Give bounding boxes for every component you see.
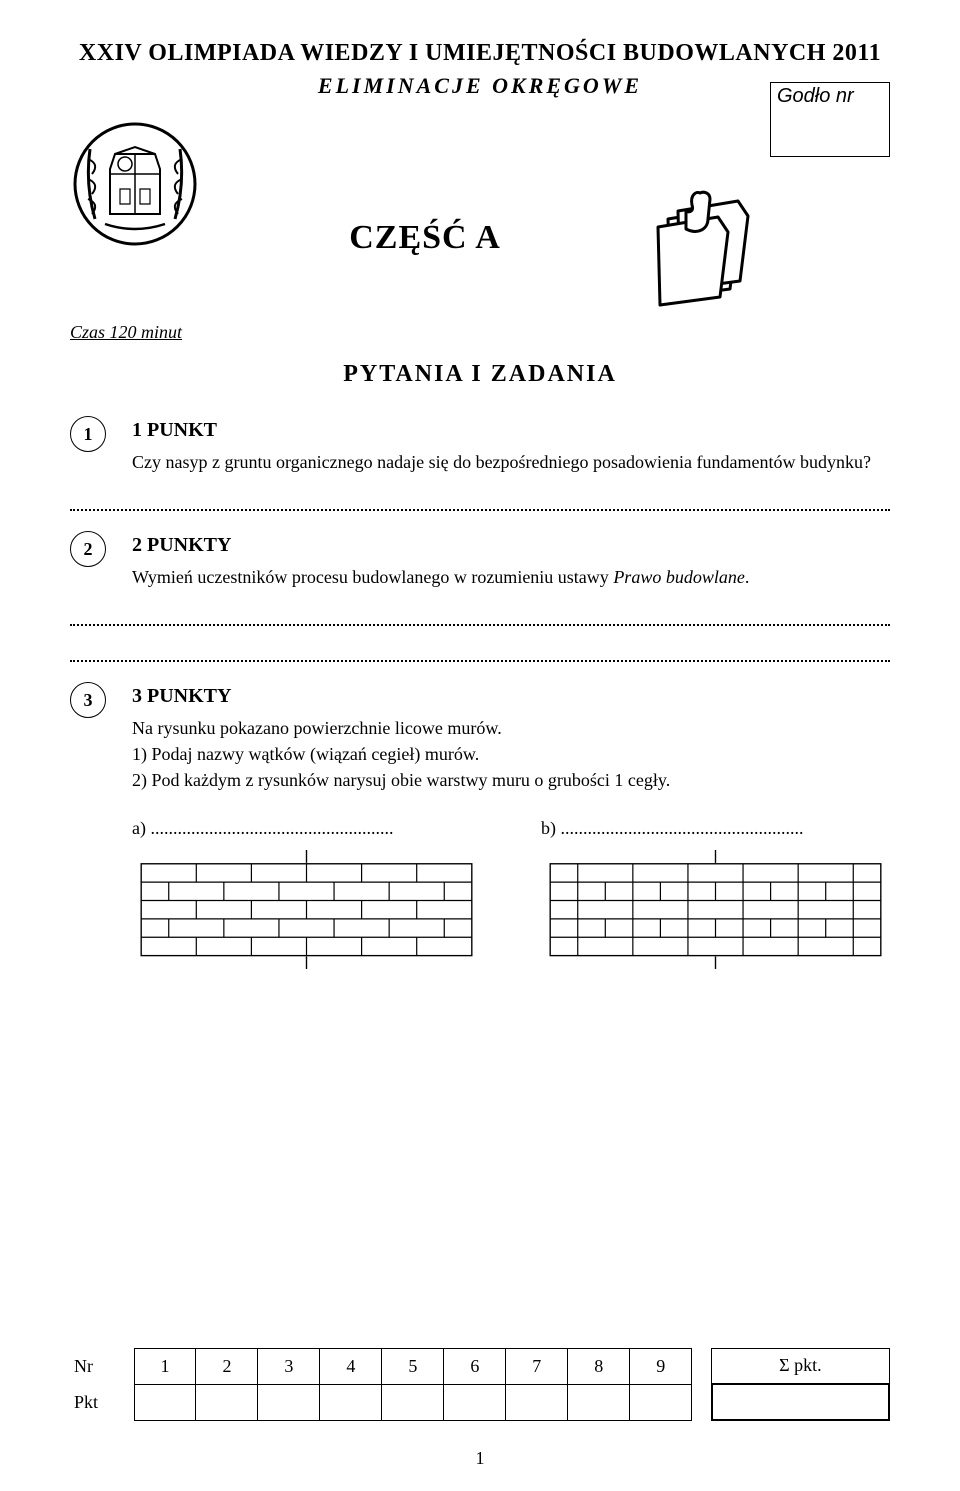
question-text: Wymień uczestników procesu budowlanego w… bbox=[132, 564, 890, 590]
score-cell bbox=[134, 1384, 196, 1420]
score-cell bbox=[630, 1384, 692, 1420]
q2-suffix: . bbox=[745, 567, 750, 587]
godlo-box: Godło nr bbox=[770, 82, 890, 157]
question-1: 1 1 PUNKT Czy nasyp z gruntu organiczneg… bbox=[70, 416, 890, 475]
answer-line bbox=[70, 624, 890, 626]
score-cell bbox=[444, 1384, 506, 1420]
wall-diagram-b bbox=[541, 850, 890, 969]
score-cell bbox=[258, 1384, 320, 1420]
col-num: 2 bbox=[196, 1348, 258, 1384]
title-main: XXIV OLIMPIADA WIEDZY I UMIEJĘTNOŚCI BUD… bbox=[70, 40, 890, 67]
label-a: a) .....................................… bbox=[132, 815, 481, 841]
page-number: 1 bbox=[0, 1448, 960, 1469]
q3-line1: Na rysunku pokazano powierzchnie licowe … bbox=[132, 715, 890, 741]
q2-ital: Prawo budowlane bbox=[613, 567, 745, 587]
question-2: 2 2 PUNKTY Wymień uczestników procesu bu… bbox=[70, 531, 890, 590]
score-cell bbox=[568, 1384, 630, 1420]
score-cell bbox=[506, 1384, 568, 1420]
col-num: 5 bbox=[382, 1348, 444, 1384]
col-num: 6 bbox=[444, 1348, 506, 1384]
question-points: 2 PUNKTY bbox=[132, 531, 890, 560]
question-number: 1 bbox=[70, 416, 106, 452]
emblem-icon bbox=[70, 119, 200, 254]
answer-line bbox=[70, 660, 890, 662]
row-pkt-label: Pkt bbox=[70, 1384, 134, 1420]
time-label: Czas 120 minut bbox=[70, 322, 890, 343]
sum-cell bbox=[712, 1384, 889, 1420]
answer-line bbox=[70, 509, 890, 511]
godlo-label: Godło nr bbox=[777, 85, 854, 107]
score-table: Nr 1 2 3 4 5 6 7 8 9 Σ pkt. Pkt bbox=[70, 1348, 890, 1422]
question-number: 2 bbox=[70, 531, 106, 567]
questions-heading: PYTANIA I ZADANIA bbox=[70, 361, 890, 388]
col-num: 1 bbox=[134, 1348, 196, 1384]
section-label: CZĘŚĆ A bbox=[200, 219, 650, 257]
title-sub: ELIMINACJE OKRĘGOWE bbox=[70, 73, 890, 99]
q3-line3: 2) Pod każdym z rysunków narysuj obie wa… bbox=[132, 767, 890, 793]
label-b: b) .....................................… bbox=[541, 815, 890, 841]
question-number: 3 bbox=[70, 682, 106, 718]
score-cell bbox=[196, 1384, 258, 1420]
col-num: 4 bbox=[320, 1348, 382, 1384]
col-num: 9 bbox=[630, 1348, 692, 1384]
score-cell bbox=[320, 1384, 382, 1420]
q2-prefix: Wymień uczestników procesu budowlanego w… bbox=[132, 567, 613, 587]
question-points: 1 PUNKT bbox=[132, 416, 890, 445]
score-cell bbox=[382, 1384, 444, 1420]
col-num: 3 bbox=[258, 1348, 320, 1384]
sum-label: Σ pkt. bbox=[712, 1348, 889, 1384]
q3-line2: 1) Podaj nazwy wątków (wiązań cegieł) mu… bbox=[132, 741, 890, 767]
question-text: Czy nasyp z gruntu organicznego nadaje s… bbox=[132, 449, 890, 475]
col-num: 8 bbox=[568, 1348, 630, 1384]
question-points: 3 PUNKTY bbox=[132, 682, 890, 711]
wall-diagram-a bbox=[132, 850, 481, 969]
col-num: 7 bbox=[506, 1348, 568, 1384]
question-3: 3 3 PUNKTY Na rysunku pokazano powierzch… bbox=[70, 682, 890, 976]
row-nr-label: Nr bbox=[70, 1348, 134, 1384]
